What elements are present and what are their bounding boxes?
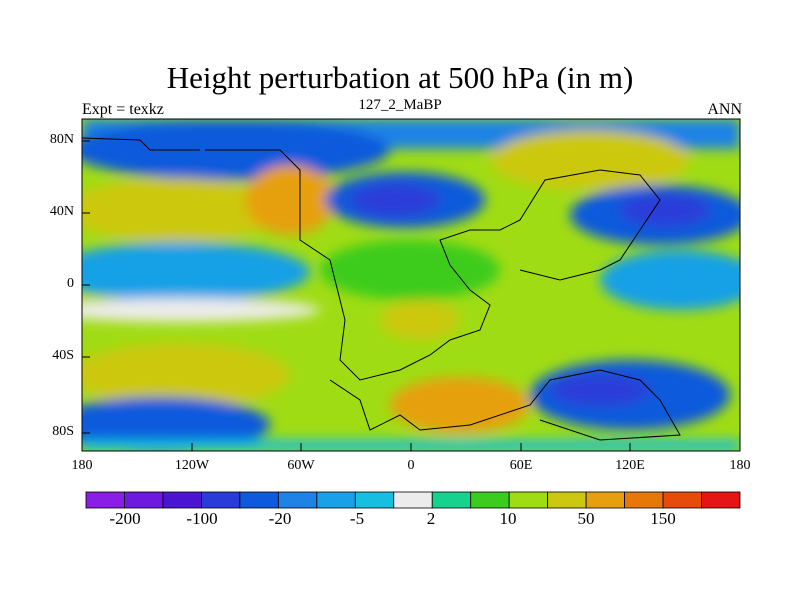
- colorbar-label: -100: [186, 509, 218, 528]
- arctic-coast: [82, 137, 200, 151]
- colorbar-swatch: [85, 491, 125, 509]
- colorbar-swatch: [508, 491, 549, 509]
- colorbar-label: -5: [349, 509, 365, 528]
- region-neutral-band: [82, 298, 320, 322]
- colorbar-label: -200: [109, 509, 141, 528]
- region-north-america-high: [245, 165, 335, 235]
- lat-label-40s: 40S: [52, 348, 74, 363]
- region-tropical-east-pacific: [82, 242, 310, 302]
- colorbar-swatch: [393, 491, 433, 509]
- region-tropical-west-pacific: [600, 250, 740, 310]
- region-south-atlantic-high: [390, 377, 530, 433]
- contour-field: [82, 119, 740, 451]
- colorbar-swatch: [201, 491, 241, 509]
- region-pacific-high: [82, 178, 285, 242]
- lat-label-80n: 80N: [49, 132, 74, 147]
- region-atlantic-core: [350, 184, 440, 216]
- lon-label-120w: 120W: [174, 458, 210, 473]
- region-siberia-high: [490, 130, 690, 190]
- coastlines: [82, 137, 681, 441]
- colorbar-swatch: [239, 491, 279, 509]
- colorbar-swatch: [354, 491, 395, 509]
- colorbar: [85, 491, 741, 509]
- lon-label-180w: 180: [71, 458, 93, 473]
- colorbar-swatch: [316, 491, 356, 509]
- colorbar-label: 2: [426, 509, 436, 528]
- continent-outline-south: [329, 369, 681, 441]
- colorbar-label: -20: [268, 509, 292, 528]
- lon-label-60e: 60E: [509, 458, 533, 473]
- lat-label-40n: 40N: [49, 204, 74, 219]
- axis-ticks: [81, 140, 741, 451]
- period-label: 127_2_MaBP: [358, 97, 442, 113]
- colorbar-swatch: [701, 491, 741, 509]
- lat-label-0: 0: [67, 276, 74, 291]
- colorbar-swatch: [431, 491, 472, 509]
- region-equatorial-green: [320, 240, 500, 300]
- lon-label-180e: 180: [729, 458, 751, 473]
- experiment-label: Expt = texkz: [82, 101, 164, 118]
- lon-label-60w: 60W: [287, 458, 315, 473]
- colorbar-swatch: [624, 491, 664, 509]
- lat-label-80s: 80S: [52, 424, 74, 439]
- lon-label-0: 0: [407, 458, 415, 473]
- colorbar-swatch: [585, 491, 625, 509]
- colorbar-swatch: [277, 491, 318, 509]
- colorbar-swatch: [470, 491, 510, 509]
- region-indian-ocean-core: [550, 374, 650, 406]
- region-africa-high: [380, 300, 460, 340]
- colorbar-label: 50: [577, 509, 595, 528]
- plot-title: Height perturbation at 500 hPa (in m): [166, 60, 634, 95]
- continent-outline-north: [205, 149, 661, 381]
- colorbar-swatch: [162, 491, 202, 509]
- colorbar-label: 10: [499, 509, 517, 528]
- colorbar-swatch: [547, 491, 587, 509]
- region-southern-ocean-low: [82, 397, 270, 451]
- region-south-pacific-high: [82, 343, 290, 407]
- colorbar-label: 150: [650, 509, 676, 528]
- colorbar-swatch: [124, 491, 164, 509]
- colorbar-swatch: [662, 491, 702, 509]
- lon-label-120e: 120E: [615, 458, 645, 473]
- region-asia-core: [620, 194, 710, 226]
- season-label: ANN: [707, 101, 742, 118]
